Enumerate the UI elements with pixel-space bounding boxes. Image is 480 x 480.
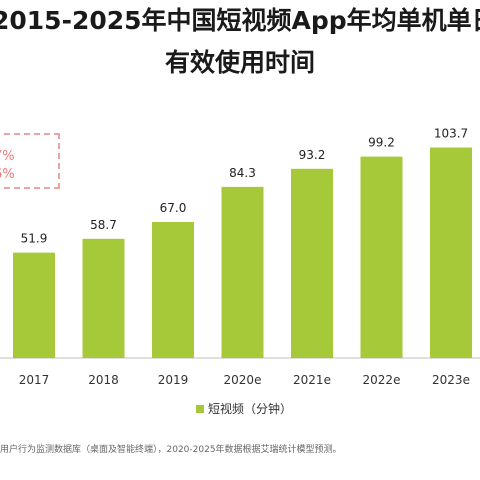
- bar-2023e: [430, 147, 472, 358]
- x-tick-2019: 2019: [158, 373, 189, 387]
- x-tick-2021e: 2021e: [293, 373, 331, 387]
- x-tick-2020e: 2020e: [224, 373, 262, 387]
- data-label-2021e: 93.2: [299, 148, 326, 162]
- cagr-annotation-2: 6%: [0, 167, 15, 182]
- x-tick-2022e: 2022e: [363, 373, 401, 387]
- data-label-2019: 67.0: [160, 201, 187, 215]
- legend-swatch: [196, 404, 204, 413]
- chart-title-line1: 2015-2025年中国短视频App年均单机单日: [0, 6, 480, 35]
- bar-2020e: [221, 186, 264, 358]
- data-label-2022e: 99.2: [368, 136, 395, 150]
- x-tick-2017: 2017: [19, 373, 50, 387]
- x-tick-2018: 2018: [88, 373, 119, 387]
- bar-2022e: [360, 156, 403, 358]
- footnote: 用户行为监测数据库（桌面及智能终端），2020-2025年数据根据艾瑞统计模型预…: [0, 445, 342, 455]
- data-label-2023e: 103.7: [434, 126, 468, 140]
- legend: 短视频（分钟）: [196, 400, 292, 417]
- data-label-2018: 58.7: [90, 218, 117, 232]
- bar-2021e: [291, 168, 333, 358]
- legend-label: 短视频（分钟）: [208, 402, 293, 416]
- bar-2019: [152, 221, 194, 358]
- data-label-2017: 51.9: [21, 232, 48, 246]
- cagr-annotation-1: 7%: [0, 149, 15, 164]
- bar-2017: [13, 252, 55, 358]
- bar-2018: [82, 238, 125, 358]
- cagr-annotation-box: 7% 6%: [0, 133, 60, 189]
- chart-title-line2: 有效使用时间: [164, 48, 315, 77]
- x-tick-2023e: 2023e: [432, 373, 470, 387]
- data-label-2020e: 84.3: [229, 166, 256, 180]
